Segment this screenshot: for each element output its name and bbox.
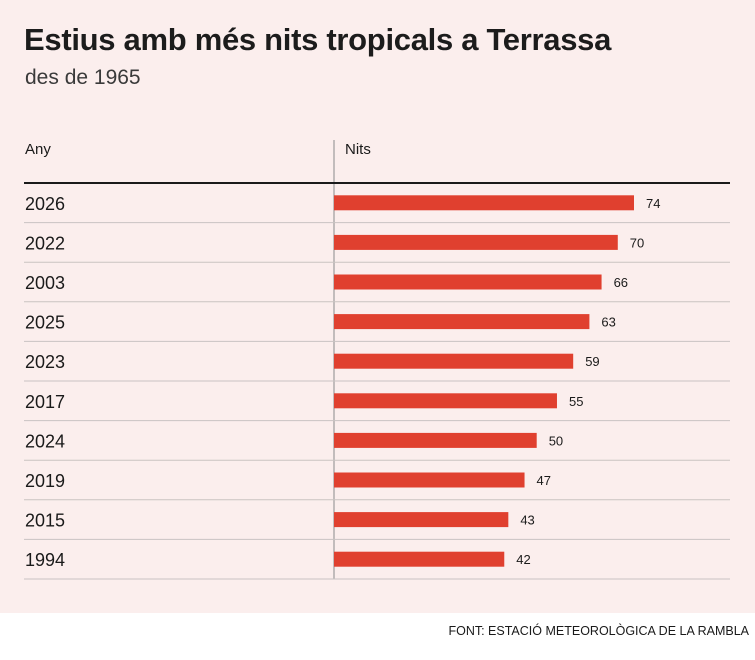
bar	[334, 512, 509, 528]
year-label: 2017	[25, 392, 65, 412]
value-label: 47	[537, 473, 551, 488]
chart-panel	[0, 0, 755, 613]
year-label: 2024	[25, 431, 65, 451]
year-label: 2023	[25, 352, 65, 372]
year-label: 1994	[25, 550, 65, 570]
value-label: 66	[614, 275, 628, 290]
value-label: 74	[646, 196, 660, 211]
year-label: 2003	[25, 273, 65, 293]
source-note: FONT: ESTACIÓ METEOROLÒGICA DE LA RAMBLA	[448, 624, 749, 638]
year-label: 2026	[25, 194, 65, 214]
chart-title: Estius amb més nits tropicals a Terrassa	[24, 22, 612, 57]
bar	[334, 274, 602, 290]
bar	[334, 472, 525, 488]
value-label: 55	[569, 394, 583, 409]
value-label: 70	[630, 235, 644, 250]
value-label: 59	[585, 354, 599, 369]
column-header-year: Any	[25, 141, 51, 158]
bar	[334, 314, 590, 330]
year-label: 2025	[25, 313, 65, 333]
value-label: 63	[601, 315, 615, 330]
value-label: 50	[549, 433, 563, 448]
year-label: 2022	[25, 233, 65, 253]
chart-subtitle: des de 1965	[25, 66, 141, 89]
bar	[334, 234, 618, 250]
bar	[334, 432, 537, 448]
bar	[334, 551, 505, 567]
year-label: 2015	[25, 511, 65, 531]
bar	[334, 393, 557, 409]
value-label: 43	[520, 513, 534, 528]
year-label: 2019	[25, 471, 65, 491]
column-header-nights: Nits	[345, 141, 371, 158]
bar	[334, 353, 574, 369]
bar-chart: 2026 74 2022 70 2003 66 2025 63 2023 59 2017 55 2024…	[24, 140, 730, 580]
value-label: 42	[516, 552, 530, 567]
bar	[334, 195, 634, 211]
